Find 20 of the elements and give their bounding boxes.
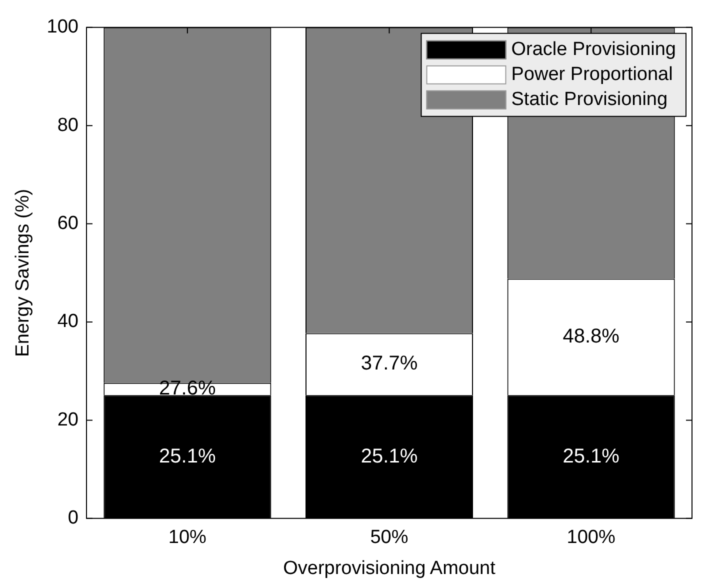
annotation: 37.7%	[360, 352, 418, 375]
y-tick-label: 80	[57, 114, 78, 136]
annotation: 48.8%	[562, 325, 620, 348]
y-axis-title: Energy Savings (%)	[12, 188, 34, 357]
x-tick-label: 10%	[168, 527, 207, 548]
legend-label: Static Provisioning	[511, 89, 668, 110]
y-tick-label: 100	[46, 16, 78, 38]
annotation: 27.6%	[159, 378, 216, 400]
legend-label: Oracle Provisioning	[511, 39, 676, 60]
x-tick-label: 100%	[566, 527, 616, 548]
x-tick-label: 50%	[370, 527, 408, 548]
y-tick-label: 20	[57, 409, 78, 430]
y-tick-label: 40	[57, 311, 78, 332]
y-tick-label: 0	[68, 508, 78, 529]
data-label: 25.1%	[562, 445, 620, 468]
x-axis-title: Overprovisioning Amount	[283, 558, 496, 579]
data-label: 25.1%	[159, 445, 216, 468]
legend-label: Power Proportional	[511, 64, 673, 86]
y-tick-label: 60	[57, 213, 78, 234]
data-label: 25.1%	[360, 445, 418, 468]
